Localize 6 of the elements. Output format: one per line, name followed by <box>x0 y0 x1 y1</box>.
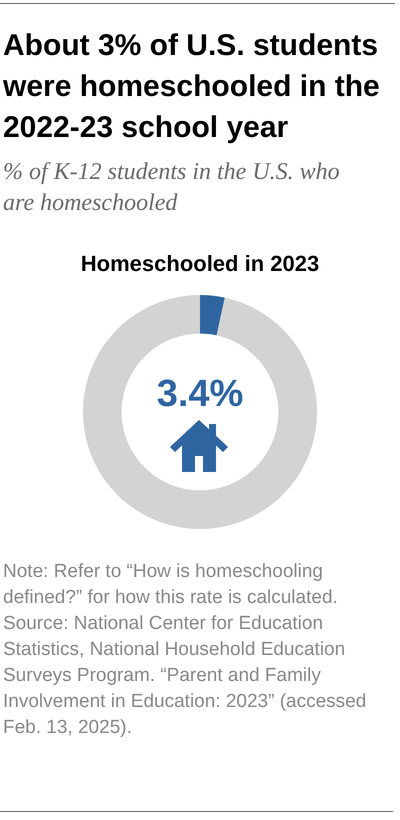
chart-title: About 3% of U.S. students were homeschooled in the 2022-23 school year <box>3 28 381 146</box>
text: Homeschooled in 2023 <box>80 251 320 277</box>
text: Note: Refer to “How is homeschooling defined?” for how this rate is calculated. <box>3 560 339 610</box>
source-note: Source: National Center for Education Statistics, National Household Education Surveys Program. “Parent and Family Involvement in Education: 2023” (accessed Feb. 13, 2025). <box>3 612 368 740</box>
chart-subtitle: % of K-12 students in the U.S. who are homeschooled <box>3 158 341 218</box>
data-label: 3.4% <box>156 373 244 415</box>
